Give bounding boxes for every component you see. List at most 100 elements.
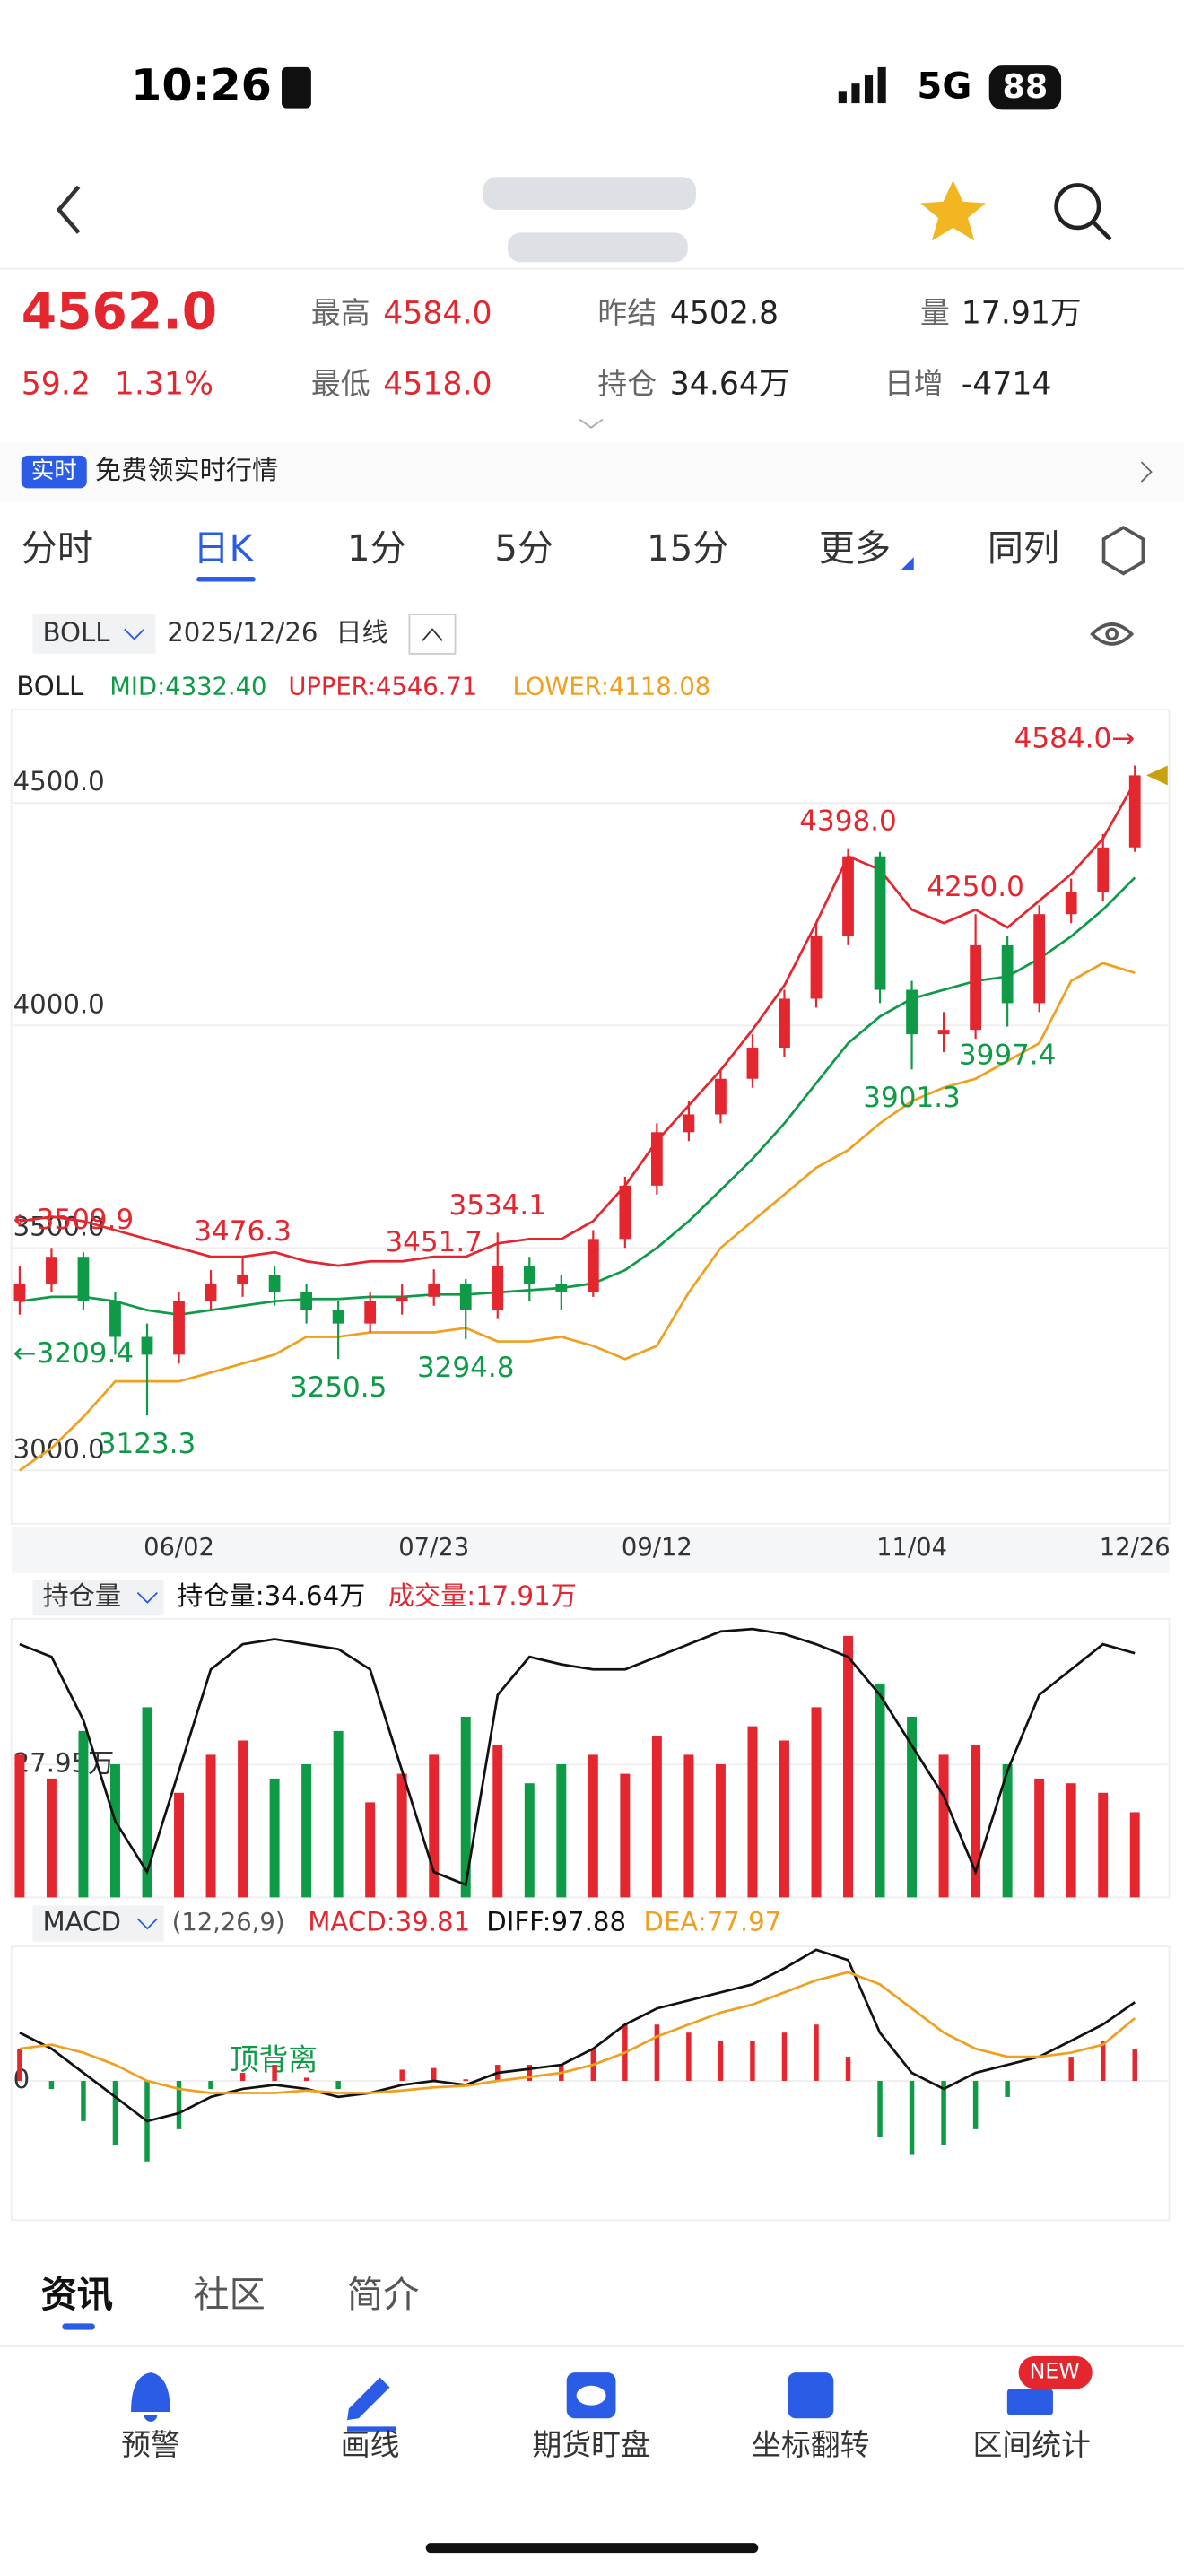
- expand[interactable]: [579, 418, 604, 429]
- bar: [492, 1745, 503, 1898]
- candle-body: [332, 1310, 344, 1324]
- signal: [838, 66, 886, 104]
- label: 最低: [311, 366, 370, 401]
- value: 17.91万: [962, 296, 1082, 332]
- info-tab-active[interactable]: 资讯: [41, 2275, 113, 2316]
- bar: [431, 2067, 437, 2082]
- tab[interactable]: 同列: [988, 528, 1059, 570]
- legend-entry: 成交量:17.91万: [388, 1580, 577, 1611]
- date-axis: [11, 1527, 1170, 1573]
- bar: [683, 1754, 694, 1898]
- indicator-select[interactable]: [32, 614, 156, 654]
- bar: [620, 1773, 631, 1898]
- nav-item[interactable]: 预警: [121, 2427, 180, 2462]
- last-price: 4562.0: [22, 282, 217, 341]
- candle-body: [906, 989, 918, 1035]
- bar: [588, 1754, 598, 1898]
- more-arrow: [901, 557, 914, 570]
- icon-draw: [347, 2377, 396, 2432]
- collapse[interactable]: [408, 614, 457, 655]
- annotation: ←3209.4: [13, 1337, 135, 1370]
- legend-entry: 持仓量:34.64万: [177, 1580, 365, 1611]
- nav-item[interactable]: 期货盯盘: [532, 2427, 649, 2462]
- annotation: ←3509.9: [13, 1204, 135, 1236]
- dropdown: [124, 628, 145, 640]
- candle-body: [77, 1257, 90, 1301]
- bar: [1068, 2057, 1074, 2082]
- candle-body: [810, 936, 823, 999]
- bar: [781, 2032, 788, 2082]
- nav-item[interactable]: 区间统计: [973, 2427, 1091, 2462]
- info-tab[interactable]: 社区: [193, 2275, 265, 2316]
- x-tick-label: 07/23: [398, 1534, 469, 1562]
- search-button[interactable]: [1054, 183, 1112, 241]
- candle-body: [268, 1275, 281, 1292]
- low-label: 3123.3: [99, 1428, 196, 1460]
- bar: [907, 1716, 918, 1898]
- candle-body: [459, 1283, 472, 1310]
- blurred-title: [483, 177, 696, 263]
- high-label: 3451.7: [385, 1226, 483, 1258]
- legend-entry: LOWER:4118.08: [512, 674, 710, 701]
- bar: [396, 1773, 407, 1898]
- info-tab[interactable]: 简介: [347, 2275, 419, 2316]
- tab[interactable]: 更多: [819, 528, 891, 570]
- nav-item[interactable]: 坐标翻转: [752, 2427, 869, 2462]
- boll-line: [19, 781, 1136, 1267]
- icon-flip: [788, 2372, 834, 2419]
- bar: [17, 2049, 22, 2082]
- tab[interactable]: 1分: [347, 528, 406, 570]
- favorite-star[interactable]: [920, 179, 987, 241]
- bar: [110, 1763, 120, 1898]
- candle-body: [715, 1078, 727, 1115]
- low-label: 3294.8: [417, 1352, 515, 1384]
- bar: [875, 1683, 885, 1898]
- tab[interactable]: 分时: [22, 528, 93, 570]
- candle-body: [683, 1114, 695, 1133]
- value: 4584.0: [383, 296, 492, 332]
- boll-line: [19, 876, 1136, 1317]
- collapse-icon: [422, 628, 443, 641]
- bar: [14, 1754, 25, 1898]
- badge: NEW: [1030, 2359, 1080, 2384]
- eye-icon[interactable]: [1090, 622, 1135, 646]
- dropdown: [136, 1918, 158, 1930]
- candle-body: [237, 1275, 248, 1284]
- value: 4518.0: [383, 366, 492, 402]
- macd-params: (12,26,9): [172, 1909, 285, 1936]
- banner-tag: 实时: [31, 457, 77, 484]
- banner[interactable]: [0, 442, 1184, 501]
- candle-body: [619, 1185, 631, 1240]
- icon-detail: [576, 2385, 606, 2406]
- bar: [365, 1802, 376, 1898]
- main-frame: [10, 709, 1171, 1525]
- bar: [1005, 2081, 1010, 2097]
- bar: [176, 2081, 182, 2129]
- price-change-pct: 1.31%: [115, 366, 213, 402]
- value: 4502.8: [670, 296, 779, 332]
- tab[interactable]: 5分: [494, 528, 553, 570]
- bar: [747, 1726, 758, 1898]
- low-label: 3250.5: [290, 1371, 387, 1404]
- low-label: 3901.3: [863, 1082, 961, 1114]
- tabs: 分时 日K 1分 5分 15分 更多 同列: [22, 528, 1059, 570]
- candle-body: [523, 1266, 535, 1284]
- vol-selector: 持仓量: [42, 1580, 121, 1611]
- tab-active[interactable]: 日K: [193, 528, 254, 570]
- bar: [460, 1716, 471, 1898]
- icon-alert: [131, 2372, 170, 2422]
- candle-body: [937, 1030, 950, 1035]
- y-tick-label: 4500.0: [13, 766, 105, 796]
- nav-item[interactable]: 画线: [341, 2427, 400, 2462]
- chart-date: 2025/12/26: [167, 617, 318, 648]
- status-time: 10:26: [131, 59, 272, 111]
- x-tick-label: 06/02: [144, 1534, 214, 1562]
- bar: [81, 2081, 86, 2121]
- candle-body: [779, 998, 790, 1049]
- settings-icon[interactable]: [1101, 526, 1145, 576]
- legend-entry: DEA:77.97: [644, 1907, 782, 1937]
- tab[interactable]: 15分: [647, 528, 728, 570]
- back-button[interactable]: [56, 185, 81, 234]
- bar: [909, 2081, 915, 2155]
